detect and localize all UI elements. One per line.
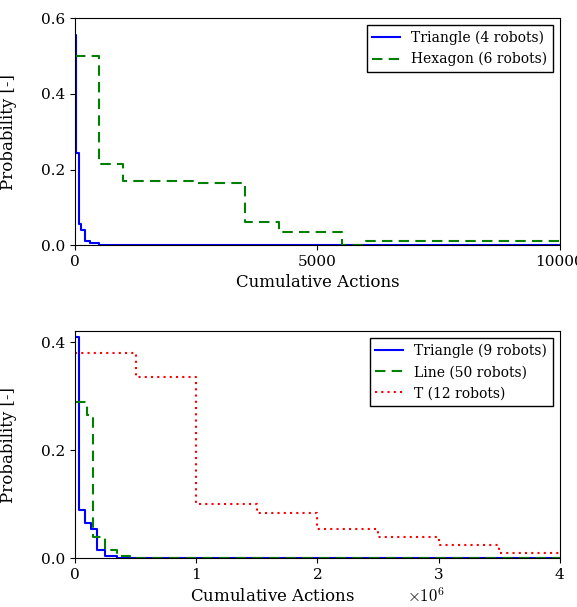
Line (50 robots) [84,412,91,419]
Hexagon (6 robots) [435,238,442,245]
Hexagon (6 robots) [96,160,103,168]
Hexagon (6 robots) [193,177,200,185]
T (12 robots) [314,509,321,516]
Triangle (4 robots) [73,149,80,156]
T (12 robots) [253,509,260,516]
Line (50 robots) [126,554,133,561]
Hexagon (6 robots) [338,242,345,249]
Triangle (4 robots) [96,240,103,247]
T (12 robots) [314,525,321,532]
Line (50 robots) [102,547,108,554]
Triangle (9 robots) [81,506,88,514]
Triangle (4 robots) [86,238,93,245]
Line (50 robots) [126,552,133,560]
Line: Triangle (4 robots): Triangle (4 robots) [75,35,560,245]
X-axis label: Cumulative Actions          $\times10^6$: Cumulative Actions $\times10^6$ [190,588,445,606]
Triangle (9 robots) [75,333,82,341]
Triangle (9 robots) [75,506,82,514]
Triangle (4 robots) [81,226,88,234]
Triangle (9 robots) [102,547,108,554]
Triangle (4 robots) [76,221,83,228]
Triangle (4 robots) [556,242,563,249]
Line (50 robots) [114,552,121,560]
Hexagon (6 robots) [275,219,282,226]
Hexagon (6 robots) [435,238,442,245]
Triangle (4 robots) [96,242,103,249]
Hexagon (6 robots) [362,242,369,249]
Hexagon (6 robots) [241,219,248,226]
Hexagon (6 robots) [275,228,282,236]
Triangle (9 robots) [114,555,121,562]
T (12 robots) [132,374,139,381]
X-axis label: Cumulative Actions: Cumulative Actions [235,274,399,291]
Line (50 robots) [84,398,91,405]
Triangle (4 robots) [78,221,85,228]
Triangle (9 robots) [102,552,108,560]
Line: Line (50 robots): Line (50 robots) [75,402,560,558]
T (12 robots) [72,350,78,357]
T (12 robots) [132,350,139,357]
Hexagon (6 robots) [193,179,200,186]
Hexagon (6 robots) [120,177,127,185]
T (12 robots) [556,549,563,557]
Triangle (9 robots) [114,552,121,560]
Triangle (9 robots) [81,520,88,527]
Hexagon (6 robots) [241,179,248,186]
Triangle (4 robots) [81,238,88,245]
T (12 robots) [435,541,442,549]
Triangle (9 robots) [93,547,100,554]
Line: Triangle (9 robots): Triangle (9 robots) [75,337,560,558]
T (12 robots) [374,525,381,532]
Line: T (12 robots): T (12 robots) [75,353,560,553]
Triangle (9 robots) [72,333,78,341]
Line (50 robots) [102,533,108,540]
T (12 robots) [193,501,200,508]
Triangle (4 robots) [72,32,78,39]
Line (50 robots) [556,555,563,562]
T (12 robots) [496,541,503,549]
Line (50 robots) [90,412,97,419]
Hexagon (6 robots) [556,238,563,245]
Y-axis label: Probability [-]: Probability [-] [0,74,17,189]
Y-axis label: Probability [-]: Probability [-] [0,387,17,503]
Triangle (9 robots) [87,520,94,527]
Line (50 robots) [90,533,97,540]
Hexagon (6 robots) [338,228,345,236]
Triangle (4 robots) [78,226,85,234]
Triangle (4 robots) [73,32,80,39]
Hexagon (6 robots) [120,160,127,168]
Line (50 robots) [138,555,145,562]
T (12 robots) [435,533,442,540]
T (12 robots) [193,374,200,381]
Triangle (9 robots) [93,525,100,532]
Triangle (4 robots) [76,149,83,156]
T (12 robots) [253,501,260,508]
Line (50 robots) [138,554,145,561]
Legend: Triangle (9 robots), Line (50 robots), T (12 robots): Triangle (9 robots), Line (50 robots), T… [370,338,553,406]
Hexagon (6 robots) [96,52,103,59]
Line (50 robots) [114,547,121,554]
T (12 robots) [374,533,381,540]
T (12 robots) [496,549,503,557]
Hexagon (6 robots) [72,52,78,59]
Line (50 robots) [72,398,78,405]
Triangle (9 robots) [556,555,563,562]
Legend: Triangle (4 robots), Hexagon (6 robots): Triangle (4 robots), Hexagon (6 robots) [366,25,553,72]
Triangle (4 robots) [86,240,93,247]
Line: Hexagon (6 robots): Hexagon (6 robots) [75,56,560,245]
Hexagon (6 robots) [362,238,369,245]
Triangle (9 robots) [87,525,94,532]
